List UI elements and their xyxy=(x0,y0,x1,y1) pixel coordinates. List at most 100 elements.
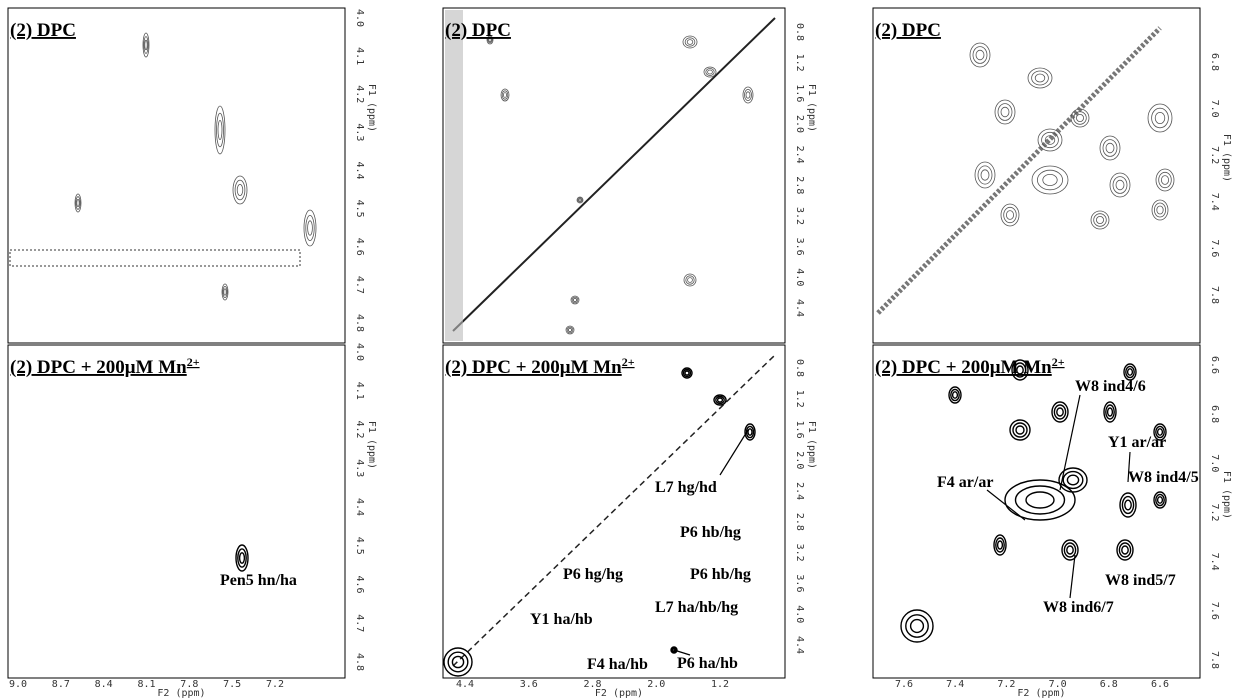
contour xyxy=(451,655,465,669)
y-tick-label: 4.7 xyxy=(354,614,365,632)
contour xyxy=(1034,73,1046,83)
contour xyxy=(1156,428,1164,436)
contour xyxy=(1125,365,1135,379)
peak-annotation: F4 ar/ar xyxy=(937,474,993,491)
leader-line xyxy=(719,429,749,476)
y-tick-label: 6.6 xyxy=(1209,356,1220,374)
peak-annotation: P6 hb/hg xyxy=(690,566,751,583)
contour xyxy=(1003,206,1017,224)
contour xyxy=(681,367,693,379)
peak-annotation: L7 hg/hd xyxy=(655,479,717,496)
contour xyxy=(568,327,573,332)
contour xyxy=(1153,423,1167,441)
panel-title: (2) DPC xyxy=(875,20,941,41)
contour xyxy=(682,35,698,49)
contour xyxy=(744,89,752,102)
contour xyxy=(683,273,697,287)
y-tick-label: 4.2 xyxy=(354,420,365,438)
contour xyxy=(1115,179,1125,191)
y-tick-label: 3.6 xyxy=(794,574,805,592)
y-tick-label: 4.5 xyxy=(354,200,365,218)
y-tick-label: 0.8 xyxy=(794,23,805,41)
diagonal xyxy=(876,26,1162,315)
contour xyxy=(577,197,583,203)
contour xyxy=(1103,401,1117,423)
contour xyxy=(974,161,996,189)
contour xyxy=(686,39,694,45)
contour xyxy=(713,394,727,406)
contour xyxy=(1070,108,1090,128)
y-tick-label: 2.8 xyxy=(794,513,805,531)
contour xyxy=(578,198,582,202)
contour xyxy=(994,99,1016,125)
title-text: (2) DPC xyxy=(10,20,76,41)
contour xyxy=(1151,107,1169,129)
contour xyxy=(747,428,753,436)
contour xyxy=(571,296,579,304)
contour xyxy=(502,92,507,98)
panel-frame xyxy=(7,7,346,344)
contour xyxy=(1015,425,1025,435)
contour xyxy=(232,175,248,205)
contour xyxy=(1155,425,1165,439)
y-tick-label: 4.4 xyxy=(794,299,805,317)
contour xyxy=(1155,168,1175,192)
y-tick-label: 7.0 xyxy=(1209,100,1220,118)
y-axis-label: F1 (ppm) xyxy=(366,421,377,469)
contour xyxy=(487,36,493,44)
contour xyxy=(307,220,313,236)
contour xyxy=(1051,401,1069,423)
contour xyxy=(1093,213,1107,227)
x-tick-label: 6.8 xyxy=(1100,679,1118,690)
contour xyxy=(1014,485,1066,515)
x-tick-label: 6.6 xyxy=(1151,679,1169,690)
x-tick-label: 4.4 xyxy=(456,679,474,690)
x-tick-label: 7.4 xyxy=(946,679,964,690)
y-tick-label: 2.0 xyxy=(794,115,805,133)
noise-strip xyxy=(445,10,463,341)
contour xyxy=(573,297,578,302)
contour xyxy=(707,69,713,75)
y-tick-label: 1.2 xyxy=(794,390,805,408)
contour xyxy=(1112,176,1128,194)
x-tick-label: 9.0 xyxy=(9,679,27,690)
leader-line xyxy=(986,489,1026,521)
y-tick-label: 4.4 xyxy=(354,498,365,516)
contour xyxy=(1124,499,1132,511)
y-axis-label: F1 (ppm) xyxy=(1221,134,1232,182)
contour xyxy=(303,209,317,247)
contour xyxy=(222,285,228,298)
y-tick-label: 7.4 xyxy=(1209,553,1220,571)
panel-title: (2) DPC xyxy=(10,20,76,41)
contour xyxy=(221,283,229,301)
contour xyxy=(1063,542,1077,558)
contour xyxy=(745,91,751,99)
contour xyxy=(1105,142,1115,154)
title-text: (2) DPC xyxy=(875,20,941,41)
contour xyxy=(1027,67,1053,89)
y-tick-label: 4.7 xyxy=(354,276,365,294)
contour xyxy=(969,42,991,68)
diagonal xyxy=(452,354,776,667)
panel-frame xyxy=(442,7,786,344)
contour xyxy=(1153,491,1167,509)
peak-annotation: Y1 ar/ar xyxy=(1108,434,1166,451)
contour xyxy=(144,39,148,51)
y-tick-label: 4.4 xyxy=(354,161,365,179)
contour xyxy=(570,295,580,305)
x-tick-label: 7.5 xyxy=(223,679,241,690)
y-tick-label: 3.2 xyxy=(794,207,805,225)
y-tick-label: 7.0 xyxy=(1209,454,1220,472)
contour xyxy=(142,32,150,58)
peak-annotation: W8 ind6/7 xyxy=(1043,599,1114,616)
contour xyxy=(1031,165,1069,195)
contour xyxy=(1118,542,1132,558)
peak-annotation: P6 hb/hg xyxy=(680,524,741,541)
contour xyxy=(447,651,469,673)
contour xyxy=(1156,205,1164,215)
leader-line xyxy=(1059,394,1081,491)
contour xyxy=(214,105,226,155)
contour xyxy=(216,112,224,148)
contour xyxy=(1031,70,1049,86)
y-tick-label: 4.5 xyxy=(354,537,365,555)
